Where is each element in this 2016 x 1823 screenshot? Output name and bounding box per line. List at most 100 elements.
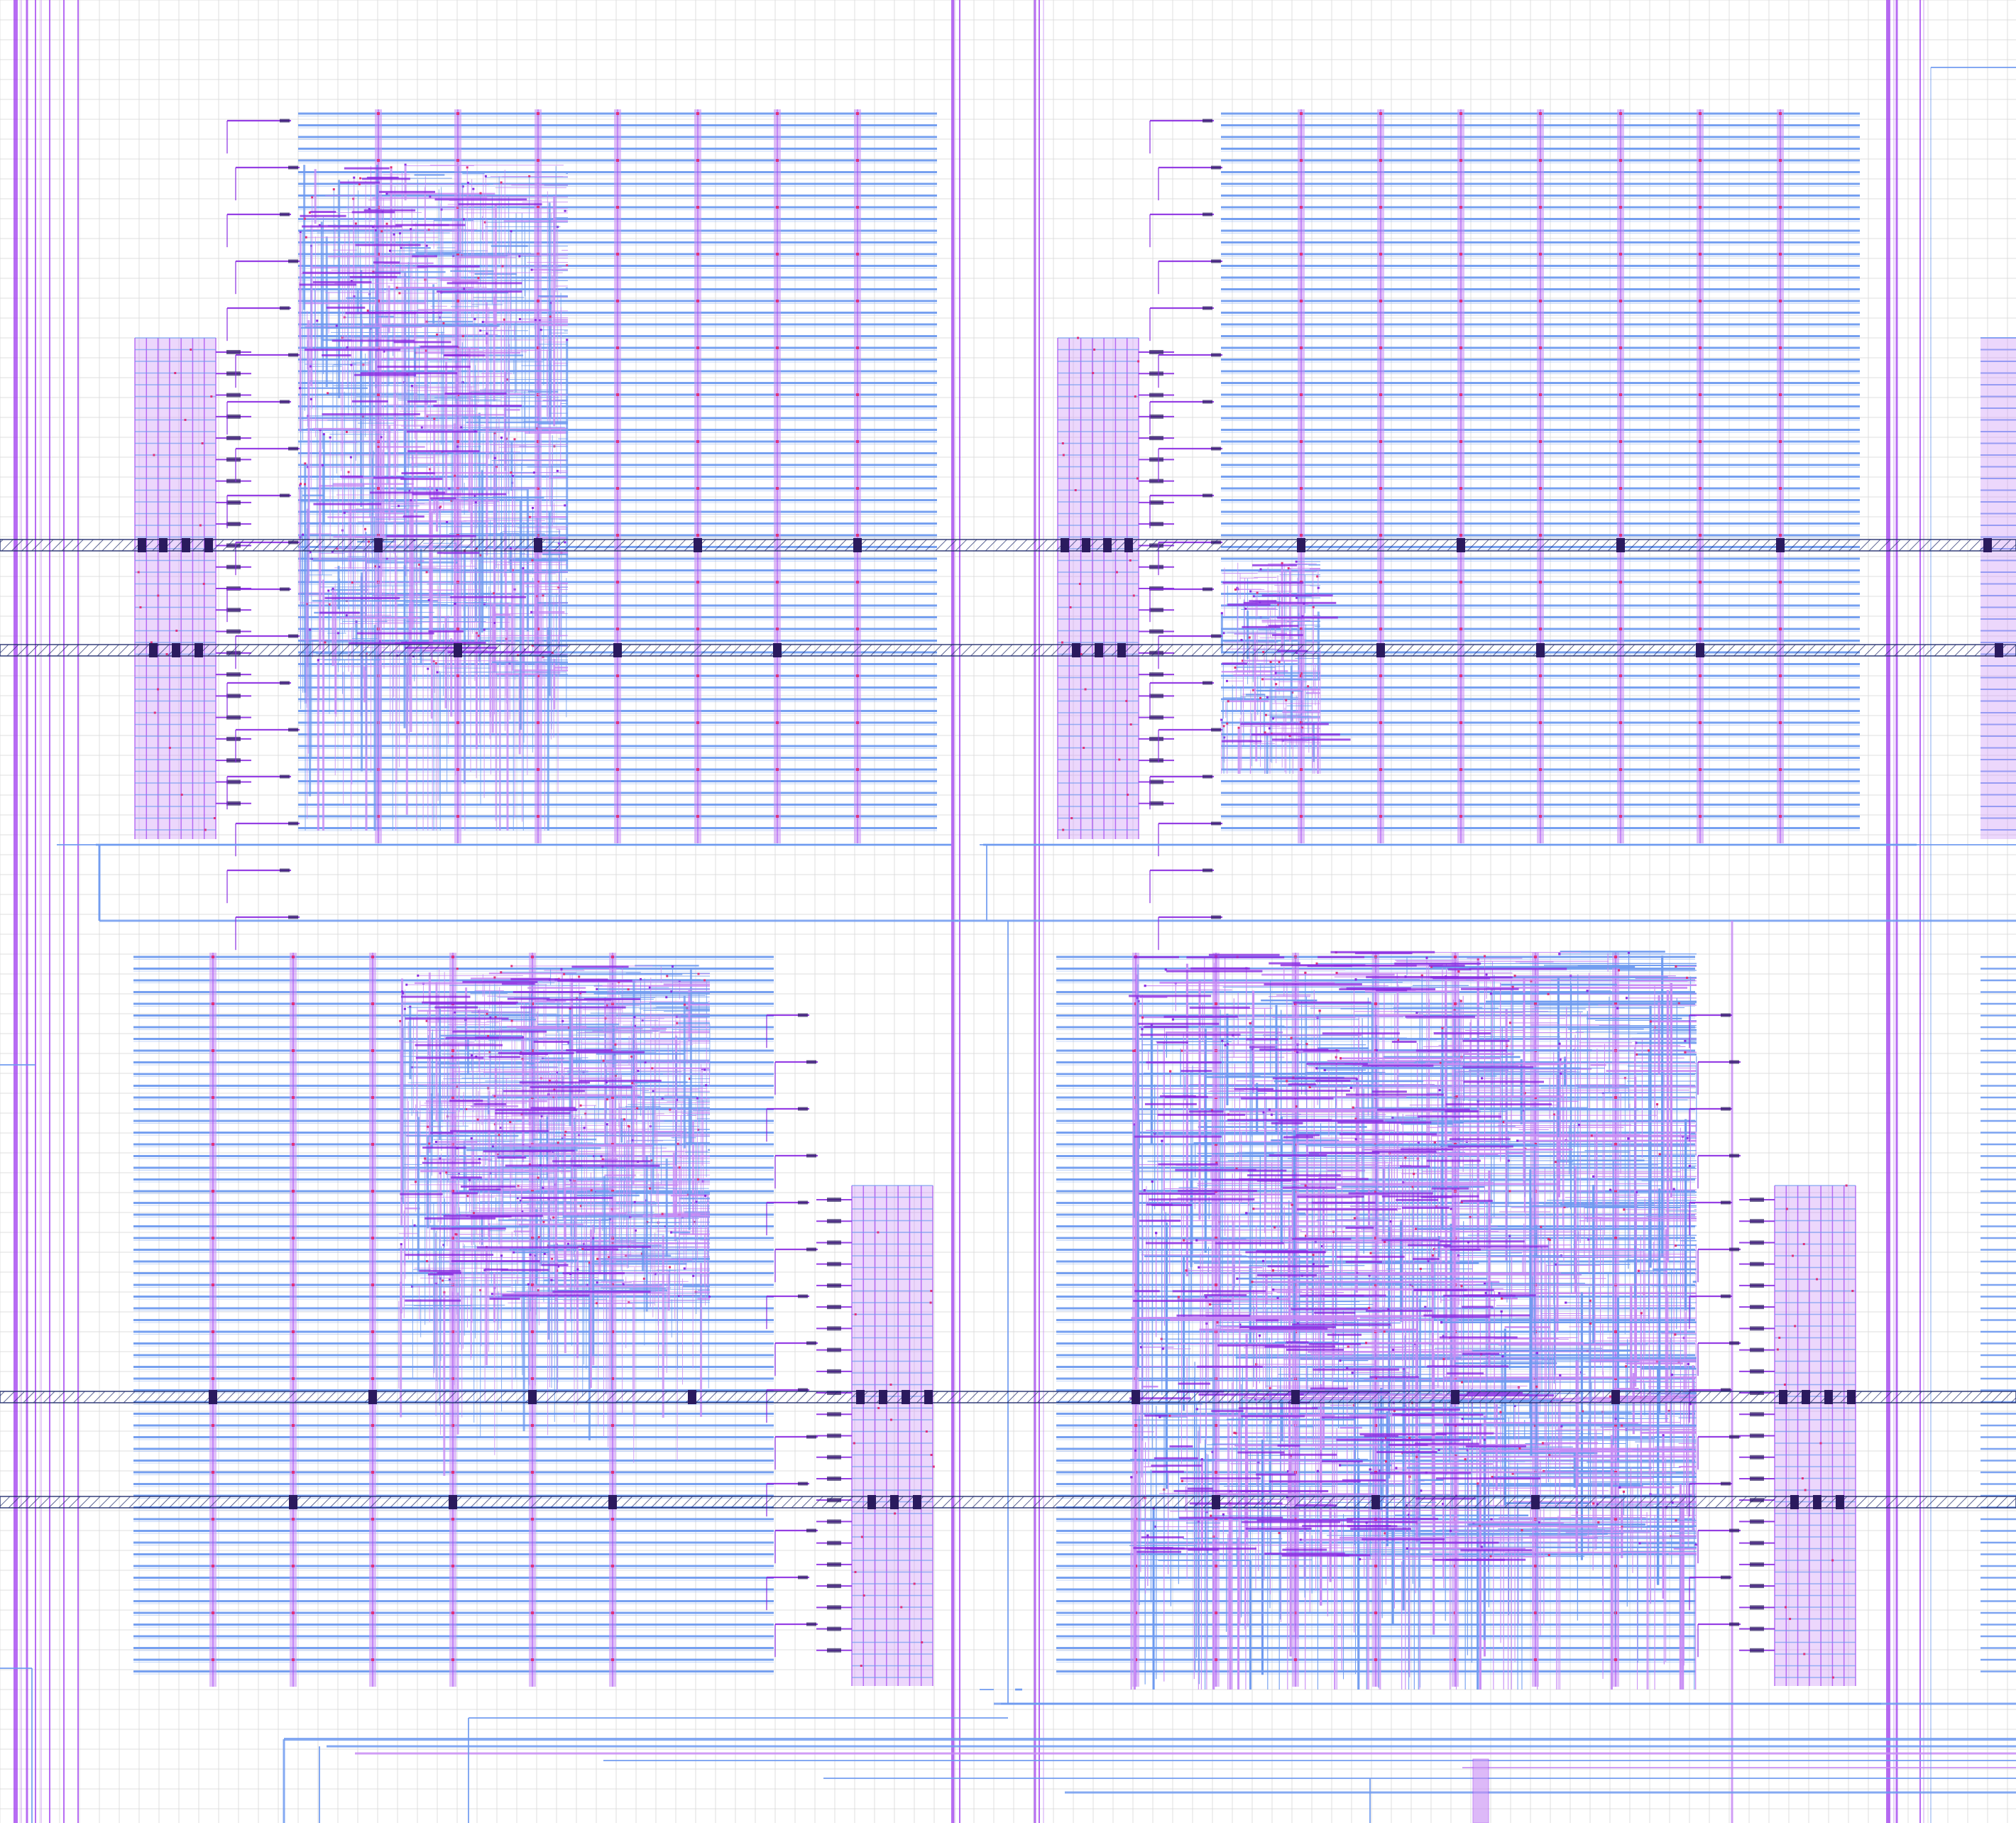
via	[137, 571, 140, 574]
via	[1459, 721, 1462, 724]
via	[592, 1237, 595, 1239]
connector-pad	[806, 1341, 816, 1345]
via	[1539, 300, 1542, 302]
via	[854, 1313, 857, 1315]
via	[292, 956, 295, 958]
via	[471, 1054, 473, 1057]
connector-pad	[806, 1247, 816, 1252]
pin-label-block	[1149, 350, 1163, 354]
via	[1459, 487, 1462, 490]
via	[481, 320, 484, 323]
via	[300, 483, 302, 486]
via	[646, 1221, 649, 1224]
via	[1539, 721, 1542, 724]
via	[371, 1565, 374, 1567]
via	[1459, 300, 1462, 302]
via	[1379, 300, 1382, 302]
via	[513, 438, 516, 441]
via	[1699, 534, 1702, 537]
via	[697, 973, 700, 975]
via	[530, 611, 533, 613]
via	[531, 1190, 534, 1193]
via	[434, 1141, 437, 1144]
via	[1779, 206, 1782, 209]
via	[331, 550, 334, 553]
via	[461, 335, 464, 338]
via	[451, 1424, 454, 1427]
via	[522, 566, 525, 569]
via	[456, 440, 459, 443]
via	[399, 1019, 402, 1022]
via	[210, 395, 213, 398]
via	[696, 253, 699, 256]
via	[483, 221, 486, 224]
via	[1619, 112, 1622, 115]
via	[588, 1261, 591, 1264]
via	[670, 1231, 673, 1234]
via	[1215, 1237, 1217, 1239]
via	[454, 474, 456, 477]
via	[696, 440, 699, 443]
via	[1127, 794, 1129, 796]
pin-label-block	[827, 1369, 841, 1374]
via	[1459, 393, 1462, 396]
pin-label-block	[1149, 608, 1163, 613]
via	[1300, 768, 1303, 771]
via	[212, 1283, 214, 1286]
via	[1223, 736, 1226, 739]
via	[683, 1267, 686, 1270]
via	[150, 641, 153, 644]
via	[510, 230, 513, 233]
via	[578, 975, 581, 978]
via	[696, 206, 699, 209]
via	[616, 253, 619, 256]
via	[531, 1377, 534, 1380]
via	[476, 1118, 479, 1121]
via	[704, 1194, 707, 1197]
via	[456, 815, 459, 818]
via	[1374, 1611, 1377, 1614]
via	[641, 1019, 644, 1022]
via	[299, 231, 302, 234]
via	[448, 488, 451, 491]
via	[1222, 725, 1225, 728]
pin-label-block	[226, 393, 241, 398]
via	[616, 674, 619, 677]
via	[1459, 253, 1462, 256]
via	[483, 1269, 486, 1271]
via	[537, 300, 539, 302]
via	[456, 768, 459, 771]
via	[434, 662, 437, 664]
via	[537, 534, 539, 537]
via	[1115, 571, 1118, 574]
via	[424, 1157, 427, 1160]
connector-pad	[1203, 774, 1212, 779]
via	[776, 440, 779, 443]
via	[1374, 1143, 1377, 1146]
via	[493, 432, 496, 434]
connector-pad	[1211, 447, 1221, 451]
via	[451, 1471, 454, 1474]
via	[1300, 346, 1303, 349]
via	[1234, 666, 1237, 669]
via	[377, 159, 380, 162]
via	[371, 1190, 374, 1193]
via	[1274, 672, 1277, 674]
via	[1300, 487, 1303, 490]
via	[1294, 1002, 1297, 1005]
via	[1084, 688, 1087, 691]
via	[776, 300, 779, 302]
via	[537, 159, 539, 162]
via	[537, 487, 539, 490]
via	[383, 350, 385, 353]
via	[639, 978, 642, 980]
pin-label-block	[827, 1433, 841, 1438]
via	[456, 112, 459, 115]
via	[350, 280, 353, 283]
via	[292, 1096, 295, 1099]
via	[398, 232, 401, 235]
via	[1379, 581, 1382, 584]
via	[776, 815, 779, 818]
via	[440, 208, 443, 211]
